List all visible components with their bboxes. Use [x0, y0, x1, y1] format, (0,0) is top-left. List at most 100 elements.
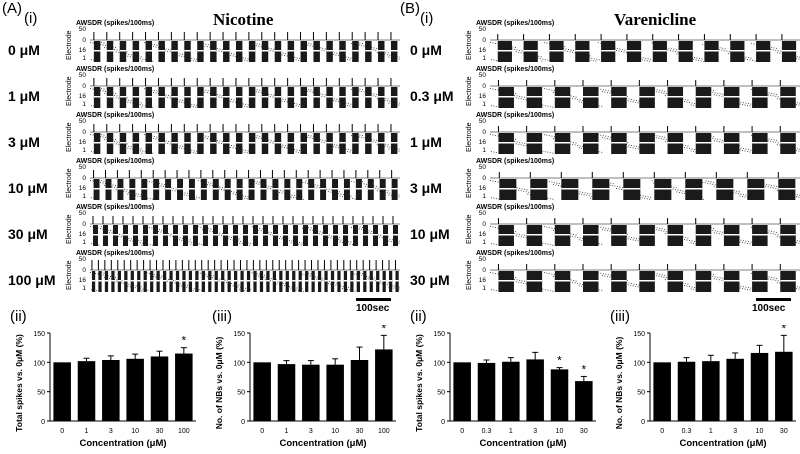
- raster-dot: [552, 152, 554, 154]
- burst-gap: [554, 96, 571, 98]
- burst-gap: [526, 280, 543, 282]
- raster-dot: [390, 195, 392, 197]
- burst-gap: [367, 188, 374, 190]
- raster-dot: [148, 273, 150, 275]
- raster-dot: [198, 197, 200, 199]
- raster-dot: [237, 240, 239, 242]
- raster-dot: [209, 230, 211, 232]
- raster-dot: [377, 234, 379, 236]
- raster-dot: [745, 102, 747, 104]
- raster-dot: [102, 182, 104, 184]
- raster-dot: [267, 187, 269, 189]
- raster-dot: [375, 141, 377, 143]
- raster-dot: [322, 47, 324, 49]
- raster-dot: [206, 138, 208, 140]
- raster-dot: [776, 277, 778, 279]
- raster-dot: [490, 42, 491, 43]
- raster-dot: [204, 45, 206, 47]
- raster-dot: [495, 135, 496, 136]
- raster-dot: [310, 135, 312, 137]
- raster-dot: [521, 280, 523, 282]
- raster-dot: [575, 142, 577, 144]
- burst-gap: [352, 96, 359, 98]
- raster-dot: [686, 101, 688, 103]
- raster-dot: [719, 277, 721, 279]
- raster-dot: [515, 143, 517, 145]
- raster-dot: [518, 189, 520, 191]
- raster-dot: [549, 152, 551, 154]
- raster-dot: [153, 90, 155, 92]
- raster-dot: [742, 102, 744, 104]
- raster-plot: [490, 172, 800, 200]
- raster-dot: [342, 286, 344, 288]
- raster-dot: [631, 283, 632, 284]
- raster-dot: [689, 102, 690, 103]
- raster-dot: [298, 289, 300, 291]
- raster-plot: [490, 34, 800, 62]
- burst-gap: [103, 234, 108, 236]
- raster-dot: [750, 149, 752, 151]
- raster-dot: [564, 50, 566, 52]
- raster-dot: [362, 227, 363, 228]
- raster-dot: [232, 285, 234, 287]
- raster-dot: [633, 283, 635, 285]
- burst-gap: [333, 234, 338, 236]
- raster-dot: [205, 135, 207, 137]
- raster-dot: [742, 148, 744, 150]
- raster-dot: [591, 195, 593, 197]
- raster-dot: [578, 101, 580, 103]
- raster-dot: [354, 198, 356, 200]
- raster-dot: [637, 240, 639, 242]
- raster-dot: [514, 94, 516, 96]
- raster-dot: [216, 94, 218, 96]
- electrode-tick: 16: [478, 231, 486, 238]
- burst-gap: [730, 50, 745, 52]
- raster-dot: [386, 54, 388, 56]
- y-tick-label: 0: [441, 419, 445, 426]
- raster-dot: [524, 188, 526, 190]
- raster-dot: [281, 54, 283, 56]
- raster-dot: [130, 100, 132, 102]
- raster-dot: [114, 140, 116, 142]
- raster-dot: [218, 50, 220, 52]
- electrode-tick: 0: [82, 175, 86, 182]
- burst-gap: [320, 188, 327, 190]
- raster-dot: [376, 185, 378, 187]
- raster-dot: [303, 290, 305, 292]
- raster-dot: [92, 42, 94, 44]
- raster-dot: [548, 181, 550, 183]
- raster-dot: [173, 280, 174, 281]
- raster-dot: [375, 49, 377, 51]
- electrode-tick: 16: [78, 231, 86, 238]
- raster-dot: [352, 198, 353, 199]
- raster-dot: [207, 182, 209, 184]
- raster-dot: [179, 283, 181, 285]
- raster-dot: [605, 273, 607, 275]
- electrode-axis-label: Electrode: [466, 30, 473, 60]
- raster-dot: [650, 196, 652, 198]
- raster-dot: [289, 240, 290, 241]
- x-tick-label: 30: [780, 428, 788, 435]
- raster-dot: [549, 198, 551, 200]
- burst-gap: [611, 234, 627, 236]
- raster-dot: [109, 277, 111, 279]
- burst-gap: [303, 234, 308, 236]
- raster-dot: [140, 240, 142, 242]
- raster-dot: [609, 276, 611, 278]
- y-tick-label: 50: [637, 390, 645, 397]
- raster-dot: [518, 143, 520, 145]
- raster-dot: [693, 104, 695, 106]
- electrode-tick: 50: [478, 210, 486, 217]
- raster-dot: [200, 272, 202, 274]
- x-tick-label: 10: [756, 428, 764, 435]
- raster-dot: [367, 232, 369, 234]
- raster-dot: [714, 230, 716, 232]
- electrode-tick: 50: [78, 210, 86, 217]
- raster-dot: [289, 286, 290, 287]
- raster-dot: [254, 180, 256, 182]
- raster-dot: [376, 93, 378, 95]
- burst-gap: [105, 188, 112, 190]
- raster-dot: [330, 237, 332, 239]
- raster-dot: [165, 94, 167, 96]
- burst-gap: [695, 142, 712, 144]
